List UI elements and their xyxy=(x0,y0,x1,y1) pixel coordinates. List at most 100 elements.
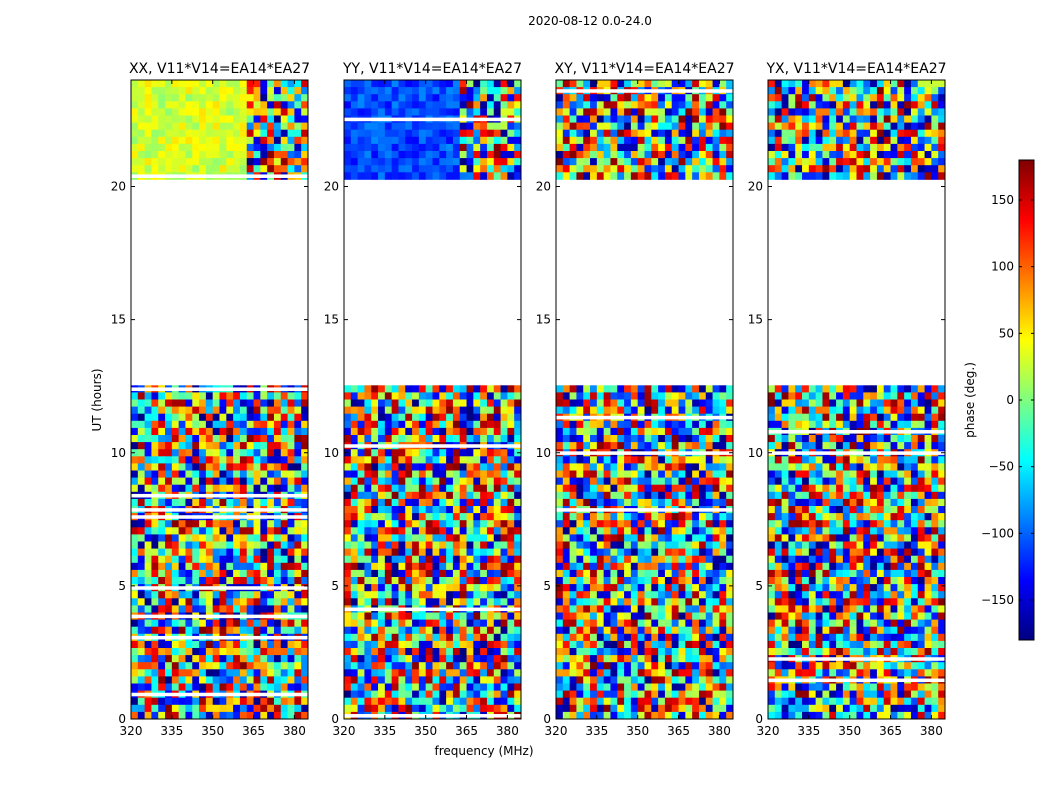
heatmap-cell xyxy=(576,143,584,152)
heatmap-cell xyxy=(562,555,571,564)
heatmap-cell xyxy=(617,94,625,102)
heatmap-cell xyxy=(719,626,727,635)
heatmap-cell xyxy=(446,690,454,699)
heatmap-cell xyxy=(473,165,481,173)
heatmap-cell xyxy=(507,463,515,471)
heatmap-cell xyxy=(165,442,173,450)
heatmap-cell xyxy=(239,534,248,542)
heatmap-cell xyxy=(774,80,783,88)
heatmap-cell xyxy=(205,648,214,656)
heatmap-cell xyxy=(637,491,645,500)
heatmap-cell xyxy=(253,697,261,706)
heatmap-cell xyxy=(350,676,359,684)
heatmap-cell xyxy=(357,477,365,486)
heatmap-cell xyxy=(562,122,571,131)
heatmap-cell xyxy=(378,569,386,578)
heatmap-cell xyxy=(185,683,193,691)
heatmap-cell xyxy=(556,456,564,464)
heatmap-cell xyxy=(651,442,659,450)
heatmap-cell xyxy=(610,527,618,535)
heatmap-cell xyxy=(617,122,625,131)
heatmap-cell xyxy=(507,662,515,670)
heatmap-cell xyxy=(233,541,241,549)
heatmap-cell xyxy=(705,633,713,642)
panel-title: YY, V11*V14=EA14*EA27 xyxy=(342,61,522,77)
heatmap-cell xyxy=(287,662,295,670)
heatmap-cell xyxy=(246,463,254,471)
heatmap-cell xyxy=(692,94,700,102)
heatmap-cell xyxy=(267,626,275,635)
heatmap-cell xyxy=(671,172,679,180)
heatmap-cell xyxy=(165,683,173,691)
heatmap-cell xyxy=(452,435,461,443)
heatmap-cell xyxy=(466,108,474,116)
heatmap-cell xyxy=(357,456,365,464)
heatmap-cell xyxy=(712,669,720,677)
heatmap-cell xyxy=(398,87,406,95)
heatmap-cell xyxy=(726,427,734,436)
heatmap-cell xyxy=(439,619,447,628)
heatmap-cell xyxy=(466,669,474,677)
heatmap-cell xyxy=(617,491,625,500)
heatmap-cell xyxy=(371,676,379,684)
heatmap-cell xyxy=(712,484,720,493)
heatmap-cell xyxy=(664,442,673,450)
heatmap-cell xyxy=(253,158,261,166)
heatmap-cell xyxy=(726,697,734,706)
heatmap-cell xyxy=(280,435,288,443)
heatmap-cell xyxy=(364,683,372,691)
heatmap-cell xyxy=(651,498,659,507)
heatmap-cell xyxy=(425,477,433,486)
heatmap-cell xyxy=(658,640,666,649)
heatmap-cell xyxy=(391,648,399,656)
heatmap-cell xyxy=(705,520,713,528)
heatmap-cell xyxy=(137,640,146,649)
heatmap-cell xyxy=(301,555,309,564)
heatmap-cell xyxy=(398,598,406,606)
flagged-gap xyxy=(131,692,308,697)
heatmap-cell xyxy=(185,711,193,720)
heatmap-cell xyxy=(165,619,173,628)
heatmap-cell xyxy=(412,491,420,500)
heatmap-cell xyxy=(398,427,406,436)
heatmap-cell xyxy=(391,470,399,478)
flagged-gap xyxy=(131,508,308,512)
heatmap-cell xyxy=(294,655,302,663)
heatmap-cell xyxy=(569,569,577,578)
heatmap-cell xyxy=(576,640,584,649)
heatmap-cell xyxy=(344,633,352,642)
heatmap-cell xyxy=(171,420,180,429)
heatmap-cell xyxy=(350,143,359,152)
heatmap-cell xyxy=(569,662,577,670)
heatmap-cell xyxy=(493,676,501,684)
heatmap-cell xyxy=(603,662,611,670)
heatmap-cell xyxy=(260,605,268,613)
heatmap-cell xyxy=(165,449,173,457)
heatmap-cell xyxy=(418,491,427,500)
heatmap-cell xyxy=(432,697,440,706)
heatmap-cell xyxy=(712,435,720,443)
heatmap-cell xyxy=(569,513,577,521)
heatmap-cell xyxy=(514,506,522,514)
heatmap-cell xyxy=(856,87,864,95)
heatmap-cell xyxy=(610,122,618,131)
heatmap-cell xyxy=(500,136,508,145)
heatmap-cell xyxy=(357,690,365,699)
heatmap-cell xyxy=(131,655,139,663)
heatmap-cell xyxy=(378,676,386,684)
heatmap-cell xyxy=(239,158,248,166)
heatmap-cell xyxy=(452,136,461,145)
heatmap-cell xyxy=(712,683,720,691)
heatmap-cell xyxy=(432,648,440,656)
heatmap-cell xyxy=(562,172,571,180)
heatmap-cell xyxy=(412,655,420,663)
heatmap-cell xyxy=(418,562,427,571)
heatmap-cell xyxy=(590,648,598,656)
heatmap-cell xyxy=(624,399,632,407)
heatmap-cell xyxy=(280,562,288,571)
heatmap-cell xyxy=(246,711,254,720)
heatmap-cell xyxy=(131,683,139,691)
heatmap-cell xyxy=(644,584,652,592)
heatmap-cell xyxy=(151,413,159,422)
heatmap-cell xyxy=(253,683,261,691)
